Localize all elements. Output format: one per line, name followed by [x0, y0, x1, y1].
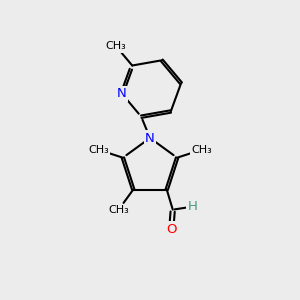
Text: CH₃: CH₃	[191, 145, 212, 155]
Text: CH₃: CH₃	[108, 205, 129, 215]
Text: H: H	[187, 200, 197, 213]
Text: N: N	[117, 87, 127, 100]
Text: CH₃: CH₃	[106, 41, 127, 51]
Text: CH₃: CH₃	[88, 145, 109, 155]
Text: O: O	[166, 223, 176, 236]
Text: N: N	[145, 131, 155, 145]
